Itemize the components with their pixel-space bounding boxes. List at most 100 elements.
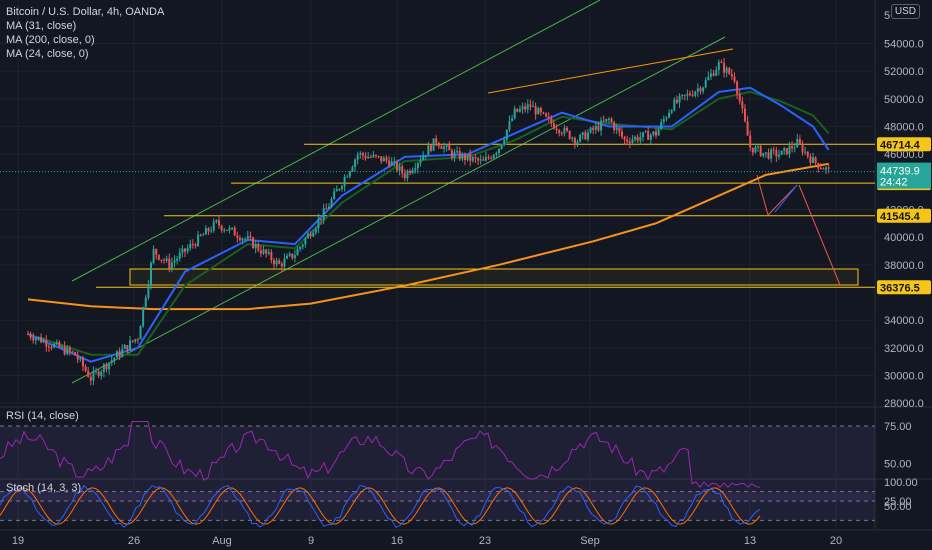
candle-body[interactable] — [380, 156, 383, 162]
candle-body[interactable] — [649, 134, 652, 140]
candle-body[interactable] — [458, 151, 461, 160]
currency-button[interactable]: USD — [890, 4, 920, 19]
candle-body[interactable] — [749, 135, 752, 148]
candle-body[interactable] — [777, 154, 780, 157]
candle-body[interactable] — [335, 189, 338, 192]
candle-body[interactable] — [518, 109, 521, 112]
ma31-line[interactable] — [27, 86, 830, 363]
candle-body[interactable] — [296, 248, 299, 256]
candle-body[interactable] — [176, 258, 179, 261]
candle-body[interactable] — [456, 151, 459, 153]
candle-body[interactable] — [401, 166, 404, 174]
candle-body[interactable] — [275, 260, 278, 265]
candle-body[interactable] — [233, 227, 236, 236]
candle-body[interactable] — [825, 167, 828, 170]
candle-body[interactable] — [662, 119, 665, 122]
ma31-legend-label[interactable]: MA (31, close) — [6, 20, 77, 32]
candle-body[interactable] — [652, 131, 655, 135]
candle-body[interactable] — [81, 358, 84, 367]
candle-body[interactable] — [291, 253, 294, 259]
candle-body[interactable] — [631, 139, 634, 144]
candle-body[interactable] — [751, 147, 754, 153]
candle-body[interactable] — [508, 120, 511, 130]
candle-body[interactable] — [351, 167, 354, 172]
candle-body[interactable] — [419, 160, 422, 163]
candle-body[interactable] — [95, 371, 98, 373]
candle-body[interactable] — [620, 131, 623, 137]
candle-body[interactable] — [699, 88, 702, 92]
candle-body[interactable] — [500, 144, 503, 149]
candle-body[interactable] — [814, 157, 817, 164]
candle-body[interactable] — [511, 118, 514, 121]
candle-body[interactable] — [498, 148, 500, 154]
candle-body[interactable] — [184, 248, 186, 252]
candle-body[interactable] — [754, 146, 757, 153]
candle-body[interactable] — [267, 252, 270, 254]
candle-body[interactable] — [626, 139, 629, 142]
candle-body[interactable] — [709, 73, 712, 77]
candle-body[interactable] — [689, 93, 692, 96]
candle-body[interactable] — [788, 146, 791, 155]
candle-body[interactable] — [223, 229, 226, 231]
candle-body[interactable] — [270, 252, 273, 261]
candle-body[interactable] — [304, 238, 307, 245]
candle-body[interactable] — [388, 160, 391, 166]
candle-body[interactable] — [372, 154, 375, 158]
candle-body[interactable] — [68, 347, 71, 352]
candle-body[interactable] — [728, 68, 731, 74]
candle-body[interactable] — [45, 340, 48, 347]
candle-body[interactable] — [463, 154, 466, 161]
candle-body[interactable] — [484, 157, 487, 161]
candle-body[interactable] — [299, 246, 302, 249]
candle-body[interactable] — [356, 154, 359, 160]
candle-body[interactable] — [772, 149, 775, 151]
price-label-tag[interactable] — [877, 137, 931, 152]
candle-body[interactable] — [89, 376, 92, 381]
candle-body[interactable] — [487, 157, 490, 159]
candle-body[interactable] — [733, 76, 736, 82]
candle-body[interactable] — [453, 152, 456, 158]
price-label-tag[interactable] — [877, 208, 931, 223]
candle-body[interactable] — [762, 152, 765, 157]
candle-body[interactable] — [359, 153, 362, 155]
candle-body[interactable] — [618, 127, 621, 132]
candle-body[interactable] — [27, 333, 29, 335]
candle-body[interactable] — [469, 153, 472, 161]
symbol-title[interactable]: Bitcoin / U.S. Dollar, 4h, OANDA — [6, 6, 165, 18]
candle-body[interactable] — [505, 129, 508, 140]
candle-body[interactable] — [422, 155, 425, 161]
candle-body[interactable] — [817, 163, 820, 169]
candle-body[interactable] — [552, 123, 555, 129]
candle-body[interactable] — [126, 345, 129, 351]
candle-body[interactable] — [97, 371, 100, 376]
candle-body[interactable] — [681, 94, 684, 96]
candle-body[interactable] — [780, 150, 783, 155]
stoch-pane-label[interactable]: Stoch (14, 3, 3) — [6, 482, 82, 494]
candle-body[interactable] — [139, 325, 142, 340]
candle-body[interactable] — [673, 99, 676, 111]
candle-body[interactable] — [738, 94, 741, 102]
candle-body[interactable] — [492, 154, 495, 159]
candle-body[interactable] — [764, 152, 767, 154]
candle-body[interactable] — [532, 106, 535, 108]
candle-body[interactable] — [471, 157, 474, 161]
candle-body[interactable] — [775, 150, 778, 157]
candle-body[interactable] — [202, 234, 205, 236]
candle-body[interactable] — [414, 168, 417, 171]
candle-body[interactable] — [225, 229, 228, 231]
candle-body[interactable] — [613, 122, 616, 130]
candle-body[interactable] — [563, 127, 566, 134]
candle-body[interactable] — [199, 234, 202, 236]
candle-body[interactable] — [241, 238, 244, 241]
candle-body[interactable] — [333, 191, 336, 200]
candle-body[interactable] — [636, 136, 639, 141]
candle-body[interactable] — [301, 244, 304, 247]
candle-body[interactable] — [204, 228, 207, 235]
candle-body[interactable] — [312, 232, 315, 237]
candle-body[interactable] — [477, 158, 480, 161]
candle-body[interactable] — [545, 113, 548, 117]
candle-body[interactable] — [142, 306, 145, 326]
candle-body[interactable] — [440, 146, 443, 149]
candle-body[interactable] — [346, 176, 349, 178]
candle-body[interactable] — [155, 248, 158, 255]
